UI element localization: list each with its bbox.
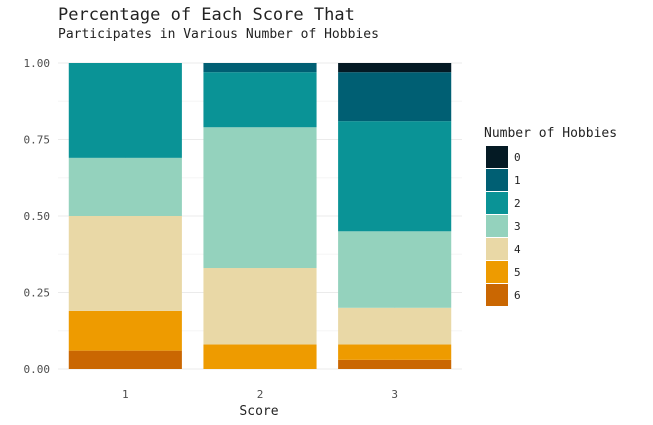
legend-swatch-3	[486, 215, 508, 237]
bars	[68, 63, 452, 369]
bar-segment-score-3-hobbies-4	[338, 307, 452, 345]
bar-segment-score-2-hobbies-4	[203, 268, 317, 345]
bar-segment-score-1-hobbies-5	[68, 310, 182, 351]
bar-segment-score-2-hobbies-5	[203, 344, 317, 369]
legend-label-2: 2	[514, 197, 521, 210]
x-axis-title: Score	[239, 404, 278, 419]
x-tick-label: 1	[122, 388, 129, 401]
bar-segment-score-3-hobbies-1	[338, 72, 452, 122]
legend-label-1: 1	[514, 174, 521, 187]
bar-segment-score-2-hobbies-1	[203, 63, 317, 73]
legend-swatch-2	[486, 192, 508, 214]
y-tick-label: 0.00	[24, 363, 51, 376]
bar-segment-score-3-hobbies-0	[338, 63, 452, 73]
legend: Number of Hobbies 0 1 2 3 4 5 6	[484, 126, 617, 306]
y-tick-label: 0.25	[24, 287, 51, 300]
bar-segment-score-1-hobbies-6	[68, 350, 182, 369]
bar-segment-score-1-hobbies-4	[68, 216, 182, 311]
legend-title: Number of Hobbies	[484, 126, 617, 141]
legend-swatch-6	[486, 284, 508, 306]
bar-segment-score-3-hobbies-3	[338, 231, 452, 308]
bar-segment-score-1-hobbies-2	[68, 63, 182, 158]
legend-label-0: 0	[514, 151, 521, 164]
legend-swatch-0	[486, 146, 508, 168]
legend-swatch-5	[486, 261, 508, 283]
legend-label-4: 4	[514, 243, 521, 256]
legend-swatch-4	[486, 238, 508, 260]
bar-segment-score-3-hobbies-2	[338, 121, 452, 232]
y-tick-labels: 0.00 0.25 0.50 0.75 1.00	[24, 57, 51, 376]
x-tick-labels: 1 2 3	[122, 388, 398, 401]
bar-segment-score-3-hobbies-5	[338, 344, 452, 360]
x-tick-label: 3	[391, 388, 398, 401]
bar-segment-score-2-hobbies-2	[203, 72, 317, 128]
chart-subtitle: Participates in Various Number of Hobbie…	[58, 27, 379, 42]
y-tick-label: 0.50	[24, 210, 51, 223]
legend-label-6: 6	[514, 289, 521, 302]
chart-title: Percentage of Each Score That	[58, 5, 355, 25]
y-tick-label: 0.75	[24, 134, 51, 147]
x-tick-label: 2	[257, 388, 264, 401]
bar-segment-score-3-hobbies-6	[338, 359, 452, 369]
legend-swatch-1	[486, 169, 508, 191]
bar-segment-score-1-hobbies-3	[68, 157, 182, 216]
legend-label-3: 3	[514, 220, 521, 233]
legend-label-5: 5	[514, 266, 521, 279]
bar-segment-score-2-hobbies-3	[203, 127, 317, 269]
y-tick-label: 1.00	[24, 57, 51, 70]
